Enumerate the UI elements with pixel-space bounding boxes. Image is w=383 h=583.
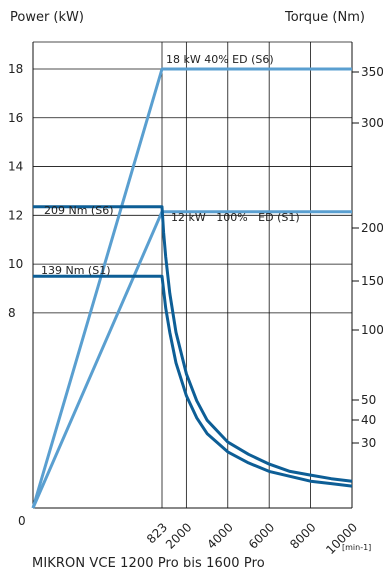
x-unit-label: [min-1] [342, 543, 371, 552]
series-line-3 [33, 274, 353, 488]
left-axis-title: Power (kW) [10, 10, 84, 25]
power-tick-label-10: 10 [8, 257, 23, 271]
series-label-2: 209 Nm (S6) [44, 204, 114, 217]
power-tick-label-12: 12 [8, 208, 23, 222]
power-tick-label-16: 16 [8, 111, 23, 125]
series-line-2 [33, 205, 353, 483]
x-tick-label-4000: 4000 [204, 520, 235, 551]
torque-tick-label-40: 40 [361, 413, 376, 427]
x-tick-label-2000: 2000 [163, 520, 194, 551]
x-tick-label-6000: 6000 [246, 520, 277, 551]
right-axis-title: Torque (Nm) [285, 10, 365, 25]
torque-tick-label-50: 50 [361, 393, 376, 407]
torque-tick-label-300: 300 [361, 116, 383, 130]
torque-tick-label-100: 100 [361, 323, 383, 337]
chart-caption: MIKRON VCE 1200 Pro bis 1600 Pro [32, 556, 265, 571]
torque-tick-label-30: 30 [361, 436, 376, 450]
series-label-0: 18 kW 40% ED (S6) [166, 53, 274, 66]
power-tick-label-14: 14 [8, 160, 23, 174]
torque-tick-label-150: 150 [361, 274, 383, 288]
x-tick-label-8000: 8000 [287, 520, 318, 551]
torque-tick-label-200: 200 [361, 221, 383, 235]
series-line-0 [31, 67, 352, 509]
series-label-1: 12 kW 100% ED (S1) [171, 211, 300, 224]
power-tick-label-8: 8 [8, 306, 16, 320]
torque-tick-label-350: 350 [361, 65, 383, 79]
series-line-1 [31, 210, 352, 509]
series-label-3: 139 Nm (S1) [41, 264, 111, 277]
power-tick-label-18: 18 [8, 62, 23, 76]
x-origin-label: 0 [18, 514, 26, 528]
